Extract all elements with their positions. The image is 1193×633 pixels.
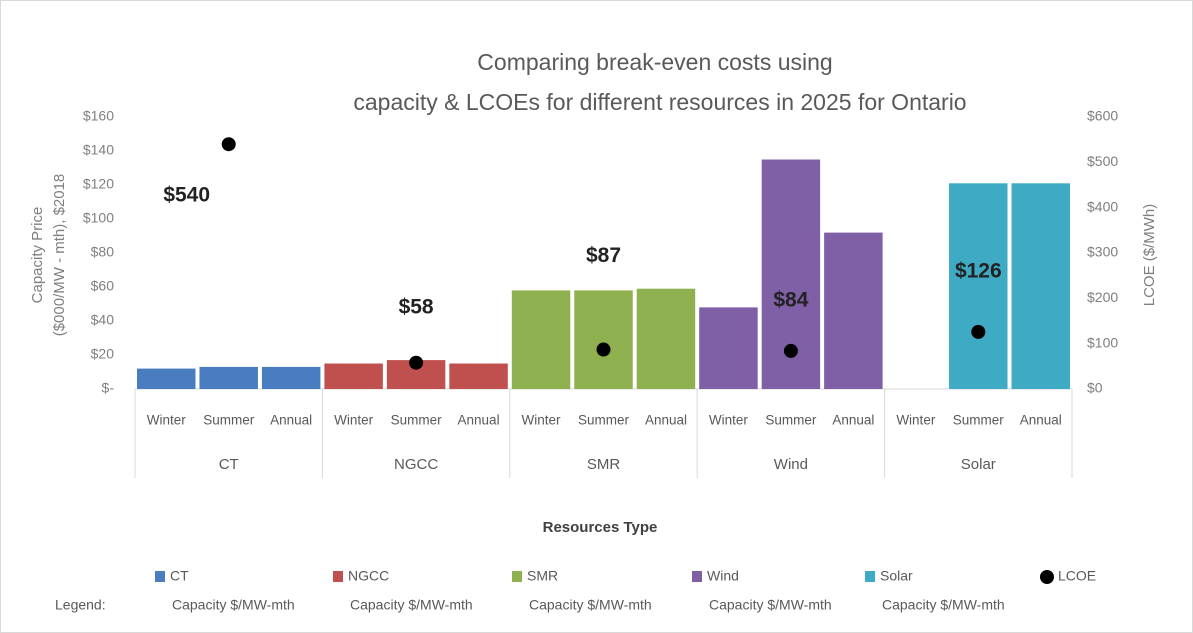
bar [261, 366, 321, 389]
y-tick-label: $160 [83, 108, 114, 124]
bar [949, 183, 1008, 389]
bar [636, 288, 696, 389]
y2-tick-label: $0 [1087, 380, 1103, 396]
legend-swatch [333, 571, 343, 582]
y2-tick-label: $200 [1087, 289, 1118, 305]
x-subcategory-label: Winter [334, 413, 374, 428]
legend-sublabel: Capacity $/MW-mth [529, 597, 652, 613]
x-category-label: SMR [587, 456, 621, 473]
bar [137, 368, 196, 389]
legend-swatch [692, 571, 702, 582]
legend-swatch [1040, 570, 1054, 584]
lcoe-value-label: $58 [399, 295, 434, 318]
legend-sublabel: Capacity $/MW-mth [172, 597, 295, 613]
bar [1011, 183, 1070, 389]
chart-title: capacity & LCOEs for different resources… [353, 89, 966, 115]
lcoe-dot [221, 137, 236, 152]
legend-label: LCOE [1058, 568, 1096, 584]
y-tick-label: $80 [91, 244, 115, 260]
y2-axis-label: LCOE ($/MWh) [1141, 204, 1158, 307]
y-tick-label: $100 [83, 210, 114, 226]
lcoe-value-label: $126 [955, 259, 1002, 282]
lcoe-value-label: $87 [586, 244, 621, 267]
legend-label: SMR [527, 568, 558, 584]
lcoe-value-label: $540 [163, 184, 210, 207]
lcoe-dot [596, 342, 611, 357]
legend-swatch [865, 571, 875, 582]
y2-tick-label: $100 [1087, 334, 1118, 350]
legend-label: Solar [880, 568, 913, 584]
y2-tick-label: $500 [1087, 153, 1118, 169]
y-tick-label: $140 [83, 142, 114, 158]
bar [574, 290, 633, 389]
bar [449, 363, 508, 389]
lcoe-dot [409, 355, 424, 370]
x-subcategory-label: Summer [391, 413, 443, 428]
x-category-label: Wind [774, 456, 808, 473]
legend-label: Wind [707, 568, 739, 584]
legend-label: NGCC [348, 568, 389, 584]
x-subcategory-label: Annual [1020, 413, 1062, 428]
y-tick-label: $- [102, 380, 115, 396]
x-axis-label: Resources Type [543, 519, 658, 536]
x-subcategory-label: Winter [896, 413, 936, 428]
y-axis-label: Capacity Price [29, 207, 46, 304]
chart-title: Comparing break-even costs using [477, 49, 832, 75]
y-tick-label: $120 [83, 176, 114, 192]
x-category-label: CT [219, 456, 239, 473]
bar [199, 366, 258, 389]
y-tick-label: $40 [91, 312, 115, 328]
legend-title: Legend: [55, 597, 106, 613]
lcoe-dot [971, 324, 986, 339]
legend-sublabel: Capacity $/MW-mth [350, 597, 473, 613]
x-subcategory-label: Summer [203, 413, 255, 428]
x-subcategory-label: Annual [270, 413, 312, 428]
x-subcategory-label: Summer [578, 413, 630, 428]
x-subcategory-label: Winter [147, 413, 187, 428]
y-tick-label: $60 [91, 278, 115, 294]
bar [824, 232, 883, 389]
x-subcategory-label: Annual [458, 413, 500, 428]
y-tick-label: $20 [91, 346, 115, 362]
lcoe-dot [783, 343, 798, 358]
y2-tick-label: $300 [1087, 244, 1118, 260]
x-subcategory-label: Summer [953, 413, 1005, 428]
legend-label: CT [170, 568, 189, 584]
x-subcategory-label: Annual [832, 413, 874, 428]
y2-tick-label: $400 [1087, 198, 1118, 214]
bar [511, 290, 571, 389]
bar [699, 307, 758, 389]
x-category-label: Solar [961, 456, 996, 473]
x-subcategory-label: Summer [765, 413, 817, 428]
legend-swatch [155, 571, 165, 582]
x-subcategory-label: Winter [709, 413, 749, 428]
bar [324, 363, 383, 389]
legend-swatch [512, 571, 522, 582]
y2-tick-label: $600 [1087, 108, 1118, 124]
y-axis-label: ($000/MW - mth), $2018 [51, 174, 68, 337]
x-subcategory-label: Annual [645, 413, 687, 428]
legend-sublabel: Capacity $/MW-mth [709, 597, 832, 613]
x-subcategory-label: Winter [522, 413, 562, 428]
lcoe-value-label: $84 [773, 288, 808, 311]
legend-sublabel: Capacity $/MW-mth [882, 597, 1005, 613]
x-category-label: NGCC [394, 456, 438, 473]
